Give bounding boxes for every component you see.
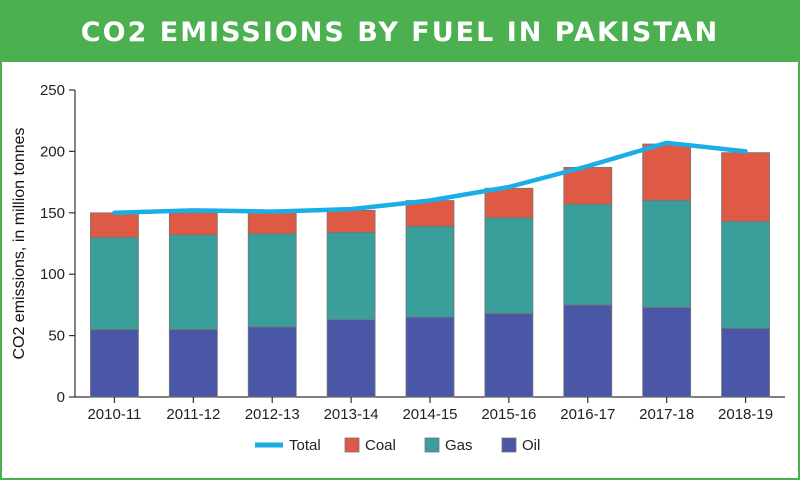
bar-gas-2011-12 bbox=[168, 234, 218, 330]
bar-coal-2017-18 bbox=[642, 143, 692, 201]
bar-coal-2010-11 bbox=[90, 212, 139, 238]
y-tick-label: 150 bbox=[40, 205, 65, 222]
bar-oil-2012-13 bbox=[247, 326, 297, 398]
bar-gas-2012-13 bbox=[247, 233, 297, 328]
x-tick-label: 2010-11 bbox=[87, 406, 141, 423]
legend-label-gas: Gas bbox=[445, 437, 473, 454]
y-tick-label: 0 bbox=[57, 389, 65, 406]
legend-label-oil: Oil bbox=[522, 437, 540, 454]
legend-label-total: Total bbox=[289, 437, 321, 454]
bar-gas-2015-16 bbox=[484, 217, 534, 314]
title-bar: CO2 EMISSIONS BY FUEL IN PAKISTAN bbox=[2, 2, 798, 62]
bar-gas-2017-18 bbox=[642, 200, 692, 308]
legend-swatch-coal bbox=[344, 437, 360, 453]
bar-oil-2015-16 bbox=[484, 313, 534, 398]
bar-gas-2014-15 bbox=[405, 225, 455, 318]
bar-coal-2018-19 bbox=[721, 152, 770, 222]
bar-oil-2014-15 bbox=[405, 316, 455, 398]
bar-oil-2016-17 bbox=[563, 304, 613, 398]
legend-swatch-oil bbox=[501, 437, 517, 453]
x-tick-label: 2017-18 bbox=[639, 406, 694, 423]
x-tick-label: 2018-19 bbox=[718, 406, 773, 423]
x-tick-label: 2014-15 bbox=[402, 406, 457, 423]
bar-oil-2017-18 bbox=[642, 306, 692, 398]
x-tick-label: 2012-13 bbox=[245, 406, 300, 423]
x-tick-label: 2011-12 bbox=[166, 406, 220, 423]
bar-coal-2012-13 bbox=[247, 211, 297, 235]
legend-label-coal: Coal bbox=[365, 437, 396, 454]
bar-coal-2015-16 bbox=[484, 187, 534, 219]
bar-coal-2013-14 bbox=[326, 209, 376, 233]
legend-swatch-gas bbox=[424, 437, 440, 453]
total-line bbox=[112, 140, 748, 216]
y-tick-label: 250 bbox=[40, 82, 65, 99]
bar-oil-2018-19 bbox=[721, 327, 770, 398]
bar-gas-2018-19 bbox=[721, 220, 770, 329]
bar-oil-2011-12 bbox=[168, 329, 218, 398]
bar-coal-2016-17 bbox=[563, 166, 613, 205]
x-tick-label: 2016-17 bbox=[560, 406, 615, 423]
x-tick-label: 2015-16 bbox=[481, 406, 536, 423]
bar-gas-2010-11 bbox=[90, 236, 139, 330]
chart-title: CO2 EMISSIONS BY FUEL IN PAKISTAN bbox=[80, 16, 720, 48]
bar-gas-2016-17 bbox=[563, 203, 613, 306]
bar-oil-2013-14 bbox=[326, 319, 376, 398]
x-tick-label: 2013-14 bbox=[324, 406, 379, 423]
y-tick-label: 100 bbox=[40, 266, 65, 283]
y-axis-label: CO2 emissions, in million tonnes bbox=[11, 127, 28, 359]
y-tick-label: 200 bbox=[40, 143, 65, 160]
y-tick-label: 50 bbox=[48, 328, 65, 345]
bar-oil-2010-11 bbox=[90, 329, 139, 398]
bar-gas-2013-14 bbox=[326, 232, 376, 321]
bar-coal-2011-12 bbox=[168, 212, 218, 236]
